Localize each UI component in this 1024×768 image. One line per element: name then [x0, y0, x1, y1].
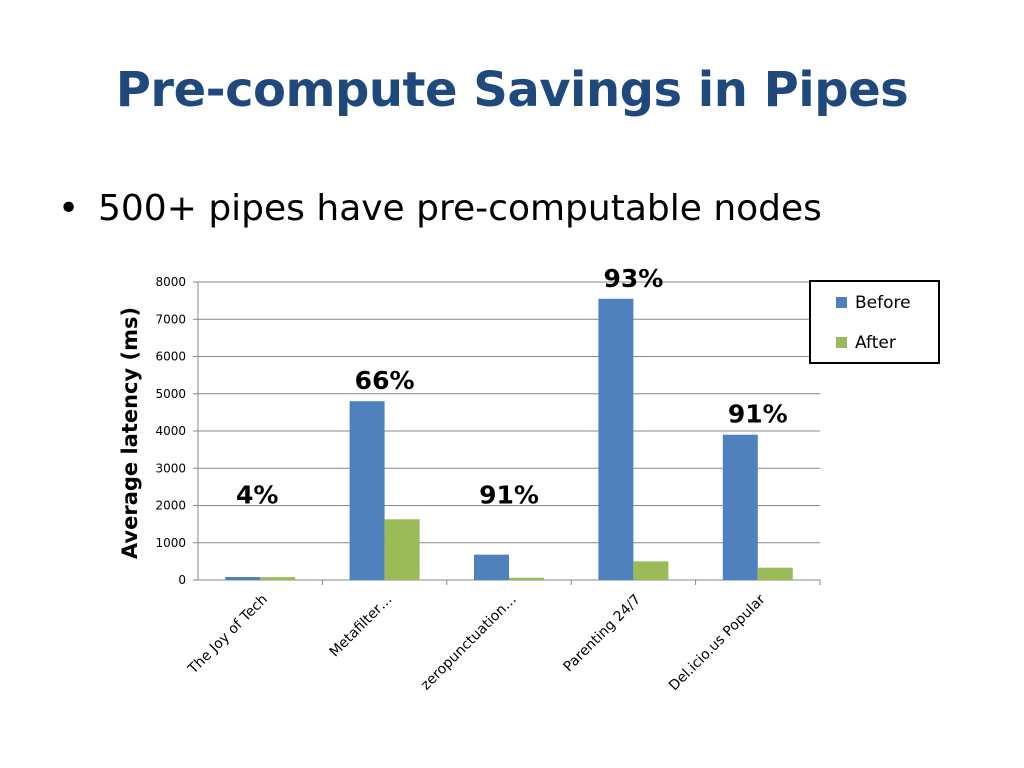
y-tick-label: 3000: [155, 461, 186, 475]
y-tick-label: 8000: [155, 275, 186, 289]
y-tick-label: 2000: [155, 499, 186, 513]
y-tick-label: 4000: [155, 424, 186, 438]
bar-after: [260, 577, 296, 580]
legend-label-before: Before: [855, 293, 911, 313]
bar-before: [474, 554, 509, 580]
bar-after: [757, 567, 793, 580]
percent-savings-label: 93%: [603, 264, 663, 293]
y-tick-label: 0: [178, 573, 186, 587]
bar-before: [225, 577, 261, 580]
category-label: zeropunctuation…: [418, 592, 520, 694]
bullet-symbol: •: [58, 188, 80, 229]
legend-swatch-after: [836, 337, 847, 348]
category-label: Del.icio.us Popular: [666, 591, 769, 694]
slide-title: Pre-compute Savings in Pipes: [115, 62, 909, 118]
percent-savings-label: 91%: [479, 481, 539, 510]
bullet-point: • 500+ pipes have pre-computable nodes: [58, 188, 822, 229]
category-label: The Joy of Tech: [185, 592, 271, 678]
y-tick-label: 7000: [155, 312, 186, 326]
legend-box: [809, 280, 940, 364]
y-tick-label: 1000: [155, 536, 186, 550]
y-tick-label: 6000: [155, 350, 186, 364]
bar-after: [509, 577, 544, 580]
category-label: Metafilter…: [327, 592, 396, 661]
bar-before: [349, 401, 385, 580]
bar-before: [722, 434, 758, 580]
bullet-text: 500+ pipes have pre-computable nodes: [98, 188, 822, 229]
percent-savings-label: 4%: [236, 481, 278, 510]
legend-label-after: After: [855, 333, 896, 353]
category-label: Parenting 24/7: [561, 592, 645, 676]
bar-after: [384, 519, 420, 580]
percent-savings-label: 91%: [728, 400, 788, 429]
percent-savings-label: 66%: [355, 366, 415, 395]
bar-before: [598, 298, 634, 580]
legend-swatch-before: [836, 297, 847, 308]
bar-after: [633, 561, 669, 580]
y-tick-label: 5000: [155, 387, 186, 401]
y-axis-label: Average latency (ms): [118, 307, 142, 559]
